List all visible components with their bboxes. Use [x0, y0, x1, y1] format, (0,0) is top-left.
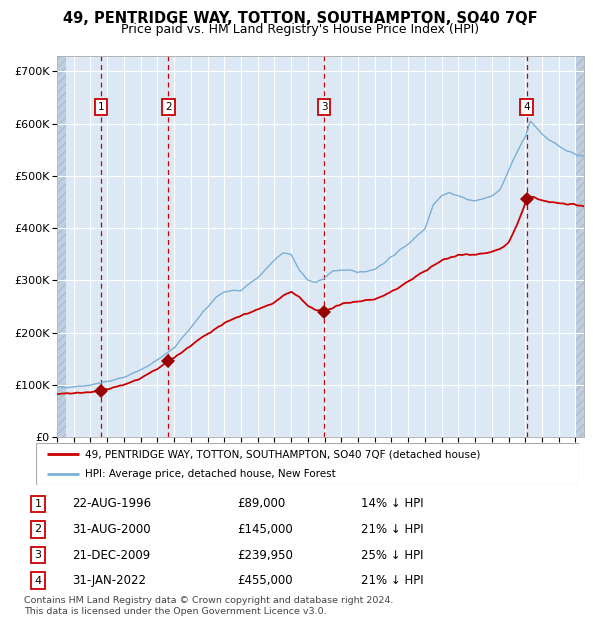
- Text: £239,950: £239,950: [237, 549, 293, 562]
- Text: 2: 2: [34, 525, 41, 534]
- Text: 22-AUG-1996: 22-AUG-1996: [71, 497, 151, 510]
- Text: 3: 3: [321, 102, 328, 112]
- Text: 21% ↓ HPI: 21% ↓ HPI: [361, 523, 423, 536]
- Text: 2: 2: [165, 102, 172, 112]
- Text: 21-DEC-2009: 21-DEC-2009: [71, 549, 150, 562]
- Text: Contains HM Land Registry data © Crown copyright and database right 2024.
This d: Contains HM Land Registry data © Crown c…: [24, 596, 394, 616]
- Text: Price paid vs. HM Land Registry's House Price Index (HPI): Price paid vs. HM Land Registry's House …: [121, 23, 479, 36]
- Text: 1: 1: [98, 102, 104, 112]
- Bar: [575, 56, 584, 437]
- Text: 3: 3: [35, 550, 41, 560]
- FancyBboxPatch shape: [36, 443, 579, 485]
- Text: 21% ↓ HPI: 21% ↓ HPI: [361, 574, 423, 587]
- Text: 49, PENTRIDGE WAY, TOTTON, SOUTHAMPTON, SO40 7QF: 49, PENTRIDGE WAY, TOTTON, SOUTHAMPTON, …: [62, 11, 538, 25]
- Text: £455,000: £455,000: [237, 574, 293, 587]
- Text: 31-AUG-2000: 31-AUG-2000: [71, 523, 151, 536]
- Text: 4: 4: [523, 102, 530, 112]
- Text: £89,000: £89,000: [237, 497, 286, 510]
- Text: 25% ↓ HPI: 25% ↓ HPI: [361, 549, 423, 562]
- Text: 4: 4: [34, 575, 41, 586]
- Text: 1: 1: [35, 499, 41, 509]
- Text: 14% ↓ HPI: 14% ↓ HPI: [361, 497, 423, 510]
- Text: £145,000: £145,000: [237, 523, 293, 536]
- Text: HPI: Average price, detached house, New Forest: HPI: Average price, detached house, New …: [85, 469, 335, 479]
- Bar: [57, 56, 66, 437]
- Text: 31-JAN-2022: 31-JAN-2022: [71, 574, 146, 587]
- Text: 49, PENTRIDGE WAY, TOTTON, SOUTHAMPTON, SO40 7QF (detached house): 49, PENTRIDGE WAY, TOTTON, SOUTHAMPTON, …: [85, 450, 480, 459]
